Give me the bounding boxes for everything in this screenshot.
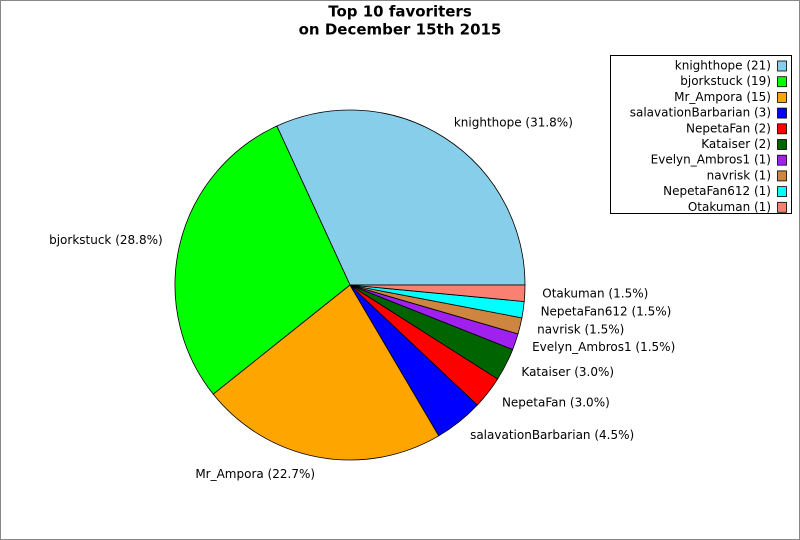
legend-label: knighthope (21) [675,59,771,73]
slice-label: navrisk (1.5%) [537,323,624,337]
legend-swatch [777,139,787,150]
slice-label: Evelyn_Ambros1 (1.5%) [532,340,675,354]
legend-label: navrisk (1) [707,168,771,182]
slice-label: NepetaFan612 (1.5%) [541,305,672,319]
legend-swatch [777,186,787,198]
legend-label: salavationBarbarian (3) [630,106,771,120]
chart-title: on December 15th 2015 [299,21,502,39]
legend-box [610,55,792,214]
legend-swatch [777,76,787,88]
legend-swatch [777,92,787,103]
chart-title: Top 10 favoriters [328,3,472,21]
legend-label: bjorkstuck (19) [680,74,771,88]
legend-swatch [777,60,787,72]
slice-label: salavationBarbarian (4.5%) [470,428,634,442]
legend-label: Kataiser (2) [701,137,771,151]
pie-slice [174,125,351,395]
legend-swatch [777,170,787,182]
slice-label: bjorkstuck (28.8%) [49,233,163,247]
slice-label: NepetaFan (3.0%) [502,396,610,410]
legend-label: NepetaFan612 (1) [663,184,771,198]
legend-label: NepetaFan (2) [686,121,771,135]
slice-label: knighthope (31.8%) [454,115,573,129]
pie-slice [276,109,526,286]
legend-swatch [777,123,787,135]
legend-label: Mr_Ampora (15) [674,90,771,104]
legend-label: Otakuman (1) [688,200,771,214]
pie-slice [212,284,440,461]
slice-label: Otakuman (1.5%) [542,287,648,301]
legend-label: Evelyn_Ambros1 (1) [651,153,771,167]
legend-swatch [777,201,787,213]
slice-label: Mr_Ampora (22.7%) [195,467,315,481]
legend-swatch [777,107,787,119]
pie-slice [349,284,526,302]
legend-swatch [777,154,787,166]
slice-label: Kataiser (3.0%) [521,365,614,379]
